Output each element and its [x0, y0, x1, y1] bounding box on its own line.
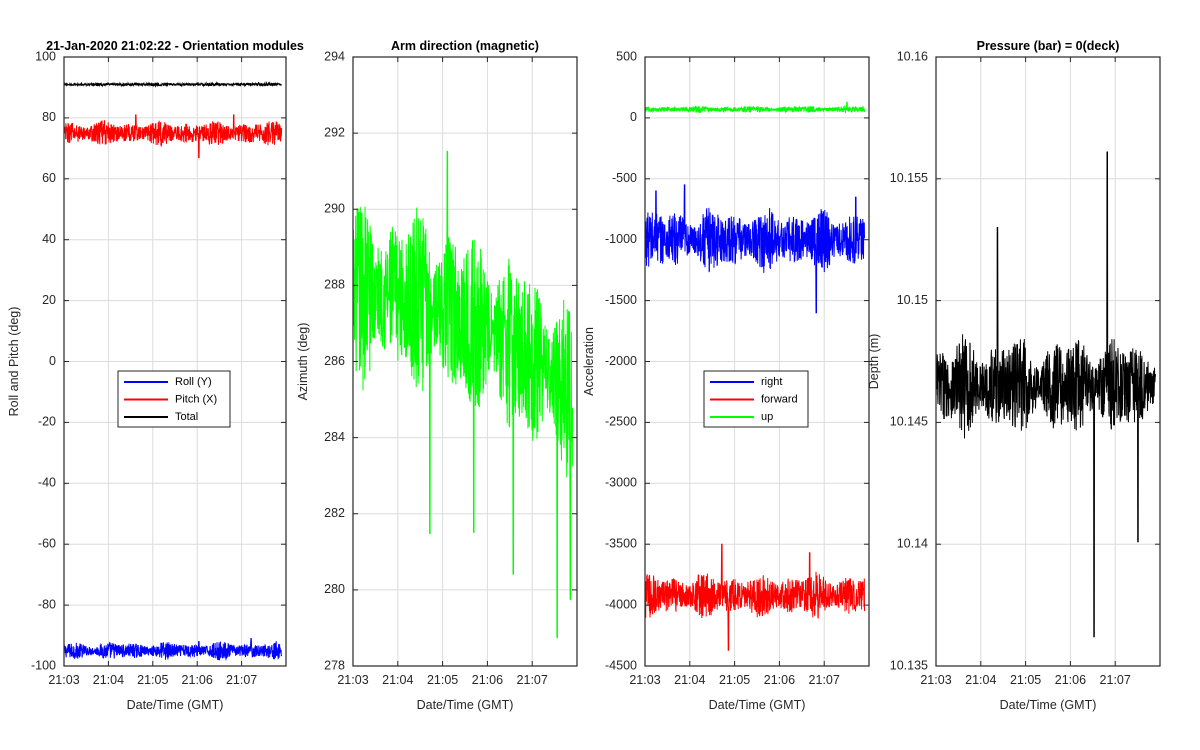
series-line-data: [353, 150, 573, 639]
y-tick-label: 282: [324, 506, 345, 520]
y-tick-label: 10.16: [897, 49, 928, 63]
series-line-up: [645, 101, 865, 114]
legend-label: right: [761, 376, 782, 388]
y-tick-label: -3500: [605, 536, 637, 550]
x-axis-label: Date/Time (GMT): [127, 698, 224, 712]
series-line-right: [645, 184, 865, 314]
y-tick-label: 40: [42, 232, 56, 246]
y-tick-label: -4500: [605, 658, 637, 672]
y-tick-label: 500: [616, 49, 637, 63]
y-tick-label: 290: [324, 202, 345, 216]
y-tick-label: -40: [38, 476, 56, 490]
x-tick-label: 21:03: [48, 673, 79, 687]
legend-label: Pitch (X): [175, 393, 217, 405]
y-tick-label: 20: [42, 293, 56, 307]
y-tick-label: 0: [49, 354, 56, 368]
y-tick-label: 288: [324, 278, 345, 292]
x-tick-label: 21:06: [764, 673, 795, 687]
x-tick-label: 21:04: [93, 673, 124, 687]
x-tick-label: 21:04: [382, 673, 413, 687]
y-tick-label: 10.15: [897, 293, 928, 307]
x-tick-label: 21:07: [1100, 673, 1131, 687]
y-tick-label: -1500: [605, 293, 637, 307]
y-axis-label: Acceleration: [582, 327, 596, 396]
chart-panel-1: -100 -80 -60 -40 -20 0 20 40 60 80 100 21:03 21:04 21…: [7, 39, 304, 712]
y-tick-label: -1000: [605, 232, 637, 246]
y-tick-label: 284: [324, 430, 345, 444]
y-axis-label: Depth (m): [867, 334, 881, 390]
x-tick-label: 21:04: [674, 673, 705, 687]
legend-label: forward: [761, 393, 798, 405]
series-line-data: [936, 151, 1156, 638]
series-line-forward: [645, 543, 865, 651]
x-tick-label: 21:05: [719, 673, 750, 687]
x-tick-label: 21:07: [517, 673, 548, 687]
legend-label: up: [761, 411, 773, 423]
y-tick-label: -80: [38, 597, 56, 611]
x-tick-label: 21:04: [965, 673, 996, 687]
y-tick-label: -20: [38, 415, 56, 429]
legend-label: Total: [175, 411, 198, 423]
series-line-roll-y: [64, 638, 283, 661]
y-tick-label: -4000: [605, 597, 637, 611]
x-tick-label: 21:07: [226, 673, 257, 687]
y-tick-label: 278: [324, 658, 345, 672]
x-axis-label: Date/Time (GMT): [417, 698, 514, 712]
x-tick-label: 21:05: [137, 673, 168, 687]
y-tick-label: -2500: [605, 415, 637, 429]
y-tick-label: 0: [630, 110, 637, 124]
y-tick-label: -60: [38, 536, 56, 550]
y-tick-label: 80: [42, 110, 56, 124]
y-tick-label: 10.145: [890, 415, 928, 429]
y-tick-label: 294: [324, 49, 345, 63]
chart-panel-3: -4500 -4000 -3500 -3000 -2500 -2000 -1500 -1000…: [582, 49, 870, 712]
x-tick-label: 21:03: [920, 673, 951, 687]
chart-title: 21-Jan-2020 21:02:22 - Orientation modul…: [46, 39, 304, 53]
legend: right forward up: [703, 370, 809, 428]
y-axis-label: Azimuth (deg): [296, 323, 310, 401]
chart-title: Pressure (bar) = 0(deck): [977, 39, 1120, 53]
x-tick-label: 21:06: [1055, 673, 1086, 687]
x-tick-label: 21:07: [809, 673, 840, 687]
y-tick-label: 10.155: [890, 171, 928, 185]
y-tick-label: 292: [324, 125, 345, 139]
y-axis-label: Roll and Pitch (deg): [7, 307, 21, 417]
y-tick-label: -100: [31, 658, 56, 672]
series-line-pitch-x: [64, 114, 283, 158]
y-tick-label: 10.135: [890, 658, 928, 672]
x-tick-label: 21:05: [1010, 673, 1041, 687]
x-axis-label: Date/Time (GMT): [709, 698, 806, 712]
series-line-total: [64, 81, 282, 88]
x-tick-label: 21:06: [182, 673, 213, 687]
axes-box: [935, 56, 1161, 667]
y-tick-label: 286: [324, 354, 345, 368]
y-tick-label: 100: [35, 49, 56, 63]
chart-title: Arm direction (magnetic): [391, 39, 539, 53]
y-tick-label: -500: [612, 171, 637, 185]
legend-label: Roll (Y): [175, 376, 212, 388]
y-tick-label: 60: [42, 171, 56, 185]
y-tick-label: 280: [324, 582, 345, 596]
x-axis-label: Date/Time (GMT): [1000, 698, 1097, 712]
chart-panel-4: 10.135 10.14 10.145 10.15 10.155 10.16 21:03 21…: [867, 39, 1161, 712]
x-tick-label: 21:05: [427, 673, 458, 687]
legend: Roll (Y) Pitch (X) Total: [117, 370, 231, 428]
y-tick-label: 10.14: [897, 536, 928, 550]
y-tick-label: -3000: [605, 476, 637, 490]
x-tick-label: 21:03: [337, 673, 368, 687]
x-tick-label: 21:03: [629, 673, 660, 687]
chart-panel-2: 278 280 282 284 286 288 290 292 294 21:03 21:04 21:…: [296, 39, 578, 712]
x-tick-label: 21:06: [472, 673, 503, 687]
y-tick-label: -2000: [605, 354, 637, 368]
